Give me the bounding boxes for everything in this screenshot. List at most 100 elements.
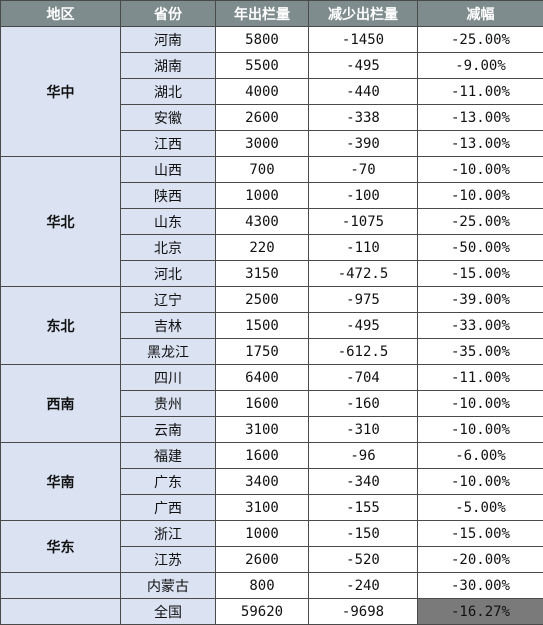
province-cell: 河南	[120, 26, 216, 53]
annual-output-cell: 5500	[215, 52, 309, 79]
region-cell	[0, 572, 121, 599]
table-row: 黑龙江 1750 -612.5 -35.00%	[1, 338, 543, 365]
table-row: 华北 山西 700 -70 -10.00%	[0, 156, 543, 287]
decrease-pct-cell: -33.00%	[417, 312, 543, 339]
region-cell: 华北	[0, 156, 121, 287]
decrease-cell: -390	[308, 130, 418, 157]
decrease-cell: -70	[308, 156, 418, 183]
annual-output-cell: 1500	[215, 312, 309, 339]
decrease-pct-cell: -20.00%	[417, 546, 543, 573]
table-row: 华东 浙江 1000 -150 -15.00%	[0, 520, 543, 573]
decrease-pct-cell: -15.00%	[417, 520, 543, 547]
decrease-pct-cell: -11.00%	[417, 364, 543, 391]
decrease-cell: -1450	[308, 26, 418, 53]
decrease-cell: -338	[308, 104, 418, 131]
total-decrease: -9698	[308, 598, 418, 625]
total-row: 全国 59620 -9698 -16.27%	[0, 598, 543, 625]
province-cell: 广西	[120, 494, 216, 521]
table-row: 安徽 2600 -338 -13.00%	[1, 104, 543, 131]
province-cell: 河北	[120, 260, 216, 287]
decrease-pct-cell: -6.00%	[417, 442, 543, 469]
table-row: 内蒙古 800 -240 -30.00%	[0, 572, 543, 599]
decrease-cell: -495	[308, 312, 418, 339]
province-cell: 山东	[120, 208, 216, 235]
total-region-cell	[0, 598, 121, 625]
annual-output-cell: 1600	[215, 390, 309, 417]
annual-output-cell: 1750	[215, 338, 309, 365]
province-cell: 吉林	[120, 312, 216, 339]
province-cell: 陕西	[120, 182, 216, 209]
decrease-cell: -340	[308, 468, 418, 495]
annual-output-cell: 3150	[215, 260, 309, 287]
province-cell: 山西	[120, 156, 216, 183]
header-region: 地区	[0, 0, 121, 27]
annual-output-cell: 220	[215, 234, 309, 261]
decrease-pct-cell: -10.00%	[417, 156, 543, 183]
decrease-cell: -100	[308, 182, 418, 209]
table-row: 吉林 1500 -495 -33.00%	[1, 312, 543, 339]
header-province: 省份	[120, 0, 216, 27]
decrease-pct-cell: -35.00%	[417, 338, 543, 365]
province-cell: 湖北	[120, 78, 216, 105]
decrease-pct-cell: -13.00%	[417, 104, 543, 131]
decrease-cell: -155	[308, 494, 418, 521]
province-cell: 四川	[120, 364, 216, 391]
table-row: 华中 河南 5800 -1450 -25.00%	[0, 26, 543, 157]
decrease-pct-cell: -39.00%	[417, 286, 543, 313]
region-cell: 华南	[0, 442, 121, 521]
annual-output-cell: 800	[215, 572, 309, 599]
province-cell: 安徽	[120, 104, 216, 131]
decrease-pct-cell: -11.00%	[417, 78, 543, 105]
table-row: 华南 福建 1600 -96 -6.00%	[0, 442, 543, 521]
table-row: 西南 四川 6400 -704 -11.00%	[0, 364, 543, 443]
decrease-pct-cell: -10.00%	[417, 468, 543, 495]
province-cell: 贵州	[120, 390, 216, 417]
province-cell: 辽宁	[120, 286, 216, 313]
province-cell: 内蒙古	[120, 572, 216, 599]
table-row: 湖南 5500 -495 -9.00%	[1, 52, 543, 79]
province-cell: 福建	[120, 442, 216, 469]
annual-output-cell: 3400	[215, 468, 309, 495]
annual-output-cell: 3100	[215, 494, 309, 521]
header-decrease-pct: 减幅	[417, 0, 543, 27]
decrease-pct-cell: -50.00%	[417, 234, 543, 261]
decrease-pct-cell: -30.00%	[417, 572, 543, 599]
decrease-cell: -440	[308, 78, 418, 105]
annual-output-cell: 6400	[215, 364, 309, 391]
decrease-cell: -96	[308, 442, 418, 469]
province-cell: 云南	[120, 416, 216, 443]
province-cell: 浙江	[120, 520, 216, 547]
decrease-pct-cell: -10.00%	[417, 416, 543, 443]
province-cell: 湖南	[120, 52, 216, 79]
decrease-pct-cell: -9.00%	[417, 52, 543, 79]
header-decrease: 减少出栏量	[308, 0, 418, 27]
annual-output-cell: 2600	[215, 546, 309, 573]
region-cell: 西南	[0, 364, 121, 443]
region-cell: 华东	[0, 520, 121, 573]
annual-output-cell: 3000	[215, 130, 309, 157]
decrease-pct-cell: -10.00%	[417, 182, 543, 209]
annual-output-cell: 2500	[215, 286, 309, 313]
decrease-cell: -975	[308, 286, 418, 313]
table-row: 东北 辽宁 2500 -975 -39.00%	[0, 286, 543, 365]
decrease-pct-cell: -10.00%	[417, 390, 543, 417]
region-cell: 东北	[0, 286, 121, 365]
annual-output-cell: 3100	[215, 416, 309, 443]
annual-output-cell: 4300	[215, 208, 309, 235]
decrease-pct-cell: -25.00%	[417, 208, 543, 235]
decrease-pct-cell: -5.00%	[417, 494, 543, 521]
annual-output-cell: 700	[215, 156, 309, 183]
region-cell: 华中	[0, 26, 121, 157]
decrease-cell: -495	[308, 52, 418, 79]
decrease-cell: -704	[308, 364, 418, 391]
annual-output-cell: 1000	[215, 182, 309, 209]
decrease-cell: -160	[308, 390, 418, 417]
table-body: 华中 河南 5800 -1450 -25.00% 湖南 5500 -495 -9.00% 湖北 40…	[0, 26, 543, 599]
table-row: 云南 3100 -310 -10.00%	[1, 416, 543, 443]
annual-output-cell: 1000	[215, 520, 309, 547]
province-cell: 黑龙江	[120, 338, 216, 365]
province-cell: 江苏	[120, 546, 216, 573]
province-cell: 江西	[120, 130, 216, 157]
decrease-cell: -1075	[308, 208, 418, 235]
header-annual-output: 年出栏量	[215, 0, 309, 27]
